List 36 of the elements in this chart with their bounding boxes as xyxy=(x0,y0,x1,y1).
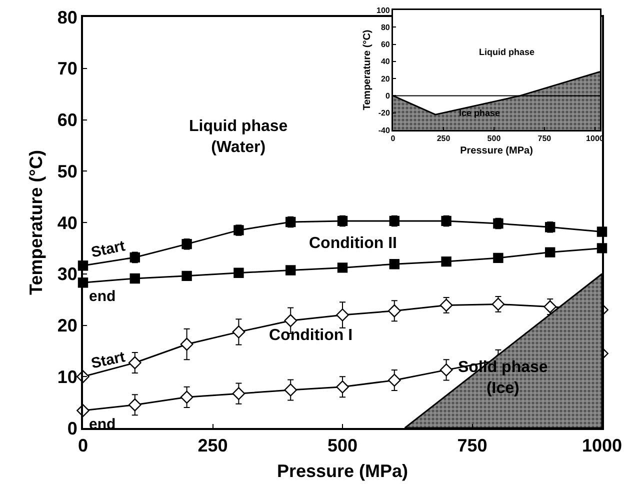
y-axis-title: Temperature (°C) xyxy=(26,150,46,295)
y-tick-label: 100 xyxy=(376,6,390,15)
y-tick-label: 40 xyxy=(57,212,78,233)
x-tick-label: 250 xyxy=(198,436,228,456)
y-axis-title: Temperature (°C) xyxy=(362,30,373,110)
y-tick-label: 30 xyxy=(57,264,78,284)
y-tick-label: -20 xyxy=(378,108,390,118)
y-tick-label: 60 xyxy=(57,110,78,130)
y-tick-label: 20 xyxy=(57,316,78,336)
y-tick-label: 20 xyxy=(380,74,390,84)
y-tick-label: 70 xyxy=(57,58,78,79)
y-tick-label: 40 xyxy=(380,57,390,66)
y-tick-label: 80 xyxy=(380,22,390,32)
y-tick-label: 50 xyxy=(57,161,78,182)
x-tick-label: 500 xyxy=(487,134,502,144)
x-tick-label: 250 xyxy=(436,134,451,144)
y-tick-label: -40 xyxy=(378,126,390,135)
text: Start xyxy=(90,238,127,262)
y-tick-label: 60 xyxy=(380,40,390,50)
series-label: end xyxy=(89,288,116,305)
y-tick-label: 0 xyxy=(385,92,390,101)
text: Start xyxy=(90,348,127,372)
annotation: Ice phase xyxy=(459,108,500,118)
x-tick-label: 750 xyxy=(538,134,552,144)
y-tick-label: 0 xyxy=(67,418,78,438)
x-tick-label: 1000 xyxy=(582,436,622,456)
annotation: Condition I xyxy=(269,327,353,344)
annotation: Liquid phase (Water) xyxy=(189,118,288,156)
annotation: Condition II xyxy=(309,235,397,252)
x-tick-label: 750 xyxy=(457,436,488,456)
y-tick-label: 10 xyxy=(57,366,78,387)
annotation: Liquid phase xyxy=(479,47,535,57)
y-tick-label: 80 xyxy=(57,7,78,28)
x-axis-title: Pressure (MPa) xyxy=(276,461,408,482)
x-tick-label: 500 xyxy=(327,436,358,456)
x-axis-title: Pressure (MPa) xyxy=(460,145,533,156)
